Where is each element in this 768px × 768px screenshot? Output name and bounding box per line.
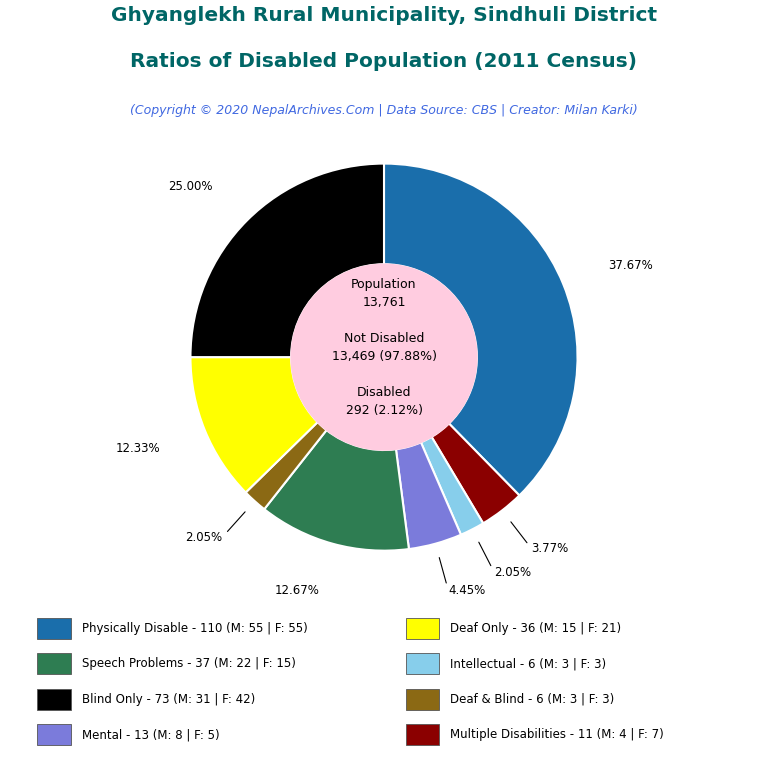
Wedge shape [190,357,318,492]
Text: 37.67%: 37.67% [608,260,653,272]
Text: 25.00%: 25.00% [168,180,213,193]
Text: Ratios of Disabled Population (2011 Census): Ratios of Disabled Population (2011 Cens… [131,51,637,71]
Text: 3.77%: 3.77% [531,542,569,555]
Text: 2.05%: 2.05% [495,566,531,579]
Text: Deaf Only - 36 (M: 15 | F: 21): Deaf Only - 36 (M: 15 | F: 21) [450,621,621,634]
Text: Ghyanglekh Rural Municipality, Sindhuli District: Ghyanglekh Rural Municipality, Sindhuli … [111,6,657,25]
Wedge shape [432,423,519,523]
Text: (Copyright © 2020 NepalArchives.Com | Data Source: CBS | Creator: Milan Karki): (Copyright © 2020 NepalArchives.Com | Da… [130,104,638,118]
Text: 12.33%: 12.33% [115,442,160,455]
Text: Intellectual - 6 (M: 3 | F: 3): Intellectual - 6 (M: 3 | F: 3) [450,657,607,670]
Bar [406,724,439,745]
Bar [38,653,71,674]
Wedge shape [384,164,578,495]
Text: 4.45%: 4.45% [449,584,485,597]
Text: Multiple Disabilities - 11 (M: 4 | F: 7): Multiple Disabilities - 11 (M: 4 | F: 7) [450,728,664,741]
Wedge shape [264,430,409,551]
Text: 2.05%: 2.05% [185,531,223,544]
Wedge shape [246,422,326,509]
Circle shape [291,264,477,450]
Text: Physically Disable - 110 (M: 55 | F: 55): Physically Disable - 110 (M: 55 | F: 55) [81,621,307,634]
Wedge shape [396,442,461,549]
Bar [38,724,71,745]
Bar [38,617,71,638]
Wedge shape [421,437,483,535]
Text: Mental - 13 (M: 8 | F: 5): Mental - 13 (M: 8 | F: 5) [81,728,220,741]
Text: Deaf & Blind - 6 (M: 3 | F: 3): Deaf & Blind - 6 (M: 3 | F: 3) [450,693,614,706]
Text: 12.67%: 12.67% [275,584,319,597]
Bar [406,653,439,674]
Wedge shape [190,164,384,357]
Text: Speech Problems - 37 (M: 22 | F: 15): Speech Problems - 37 (M: 22 | F: 15) [81,657,296,670]
Bar [406,617,439,638]
Text: Population
13,761

Not Disabled
13,469 (97.88%)

Disabled
292 (2.12%): Population 13,761 Not Disabled 13,469 (9… [332,278,436,417]
Bar [406,689,439,710]
Bar [38,689,71,710]
Text: Blind Only - 73 (M: 31 | F: 42): Blind Only - 73 (M: 31 | F: 42) [81,693,255,706]
